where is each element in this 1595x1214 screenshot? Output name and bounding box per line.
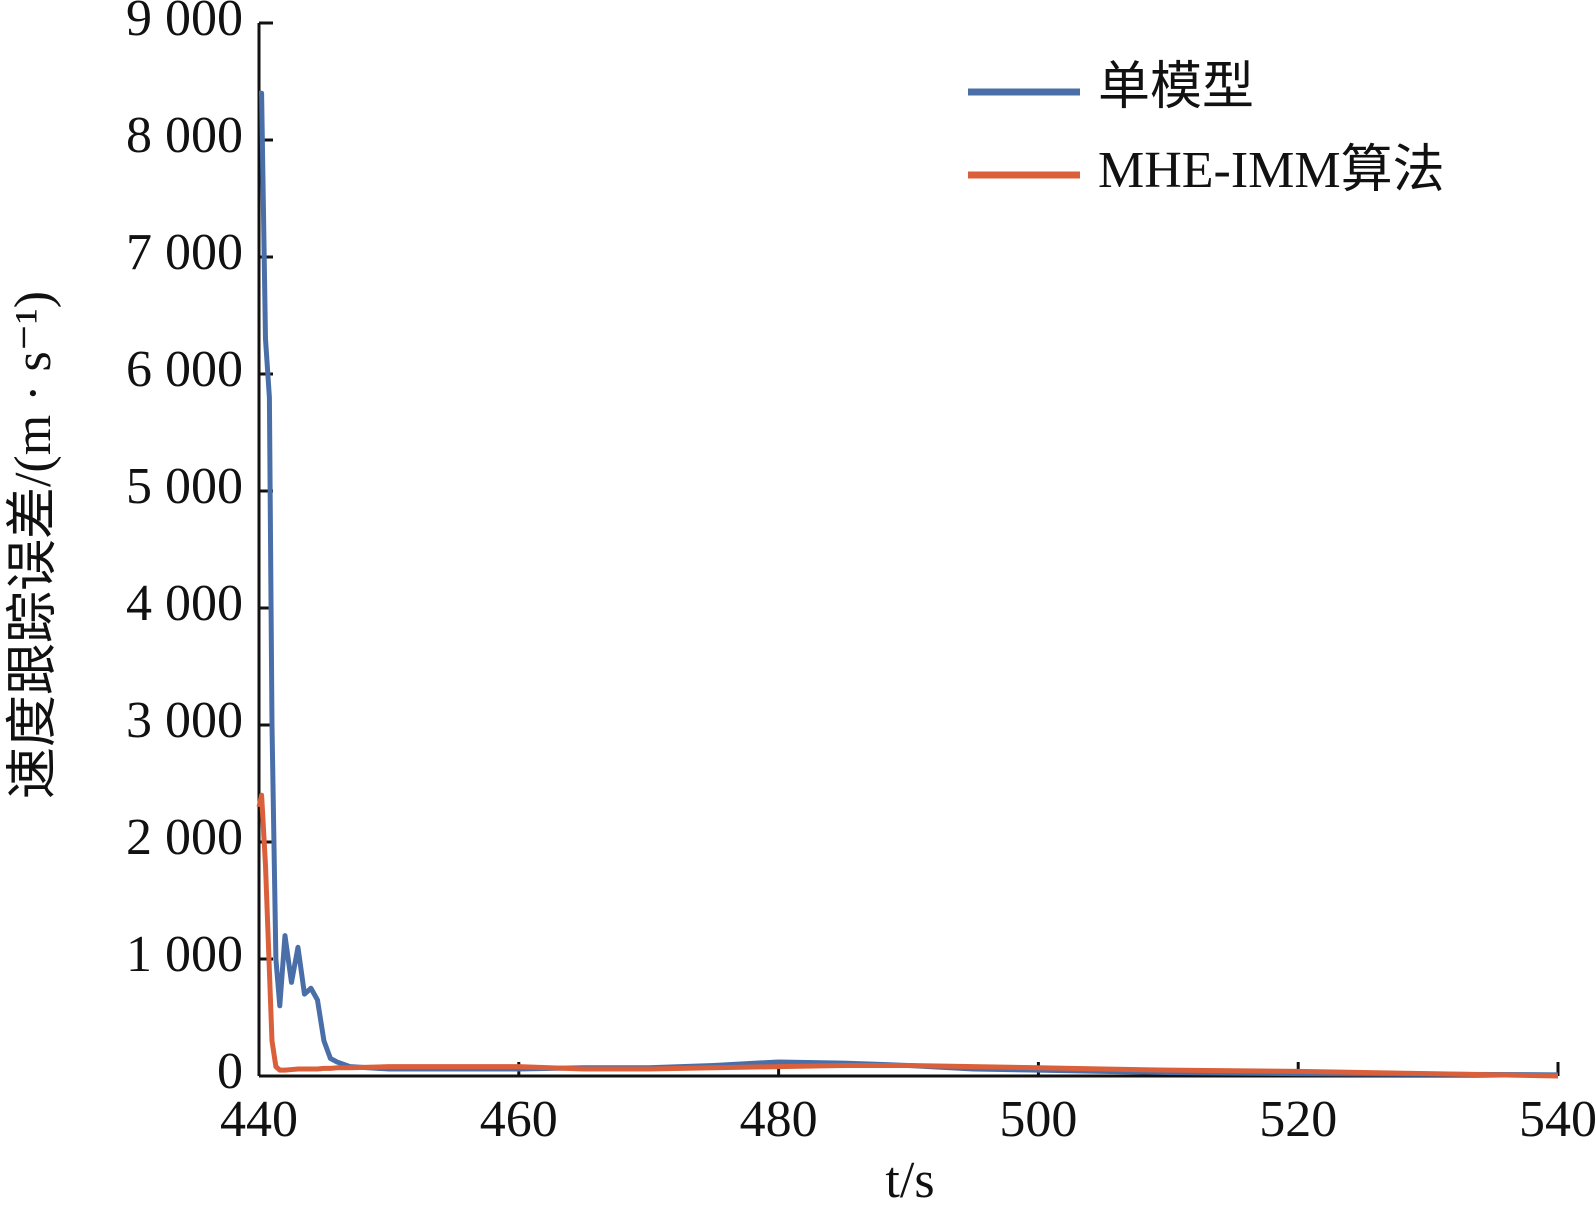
y-axis-label: 速度跟踪误差/(m · s⁻¹) bbox=[5, 291, 62, 799]
y-tick-label: 9 000 bbox=[126, 0, 243, 47]
x-tick-label: 480 bbox=[740, 1091, 818, 1148]
y-tick-label: 6 000 bbox=[126, 341, 243, 398]
y-tick-label: 5 000 bbox=[126, 458, 243, 515]
y-tick-label: 4 000 bbox=[126, 575, 243, 632]
y-tick-label: 7 000 bbox=[126, 224, 243, 281]
x-axis-label: t/s bbox=[885, 1152, 934, 1209]
y-tick-label: 1 000 bbox=[126, 926, 243, 983]
x-tick-label: 520 bbox=[1259, 1091, 1337, 1148]
x-tick-label: 540 bbox=[1519, 1091, 1595, 1148]
y-tick-label: 8 000 bbox=[126, 107, 243, 164]
legend-label: 单模型 bbox=[1098, 59, 1254, 116]
x-tick-label: 460 bbox=[480, 1091, 558, 1148]
x-tick-label: 500 bbox=[999, 1091, 1077, 1148]
data-line bbox=[256, 792, 1559, 1079]
y-tick-label: 0 bbox=[217, 1043, 243, 1100]
data-line bbox=[259, 90, 1559, 1078]
x-tick-label: 440 bbox=[220, 1091, 298, 1148]
y-tick-label: 2 000 bbox=[126, 809, 243, 866]
legend-label: MHE-IMM算法 bbox=[1098, 142, 1445, 199]
y-tick-label: 3 000 bbox=[126, 692, 243, 749]
